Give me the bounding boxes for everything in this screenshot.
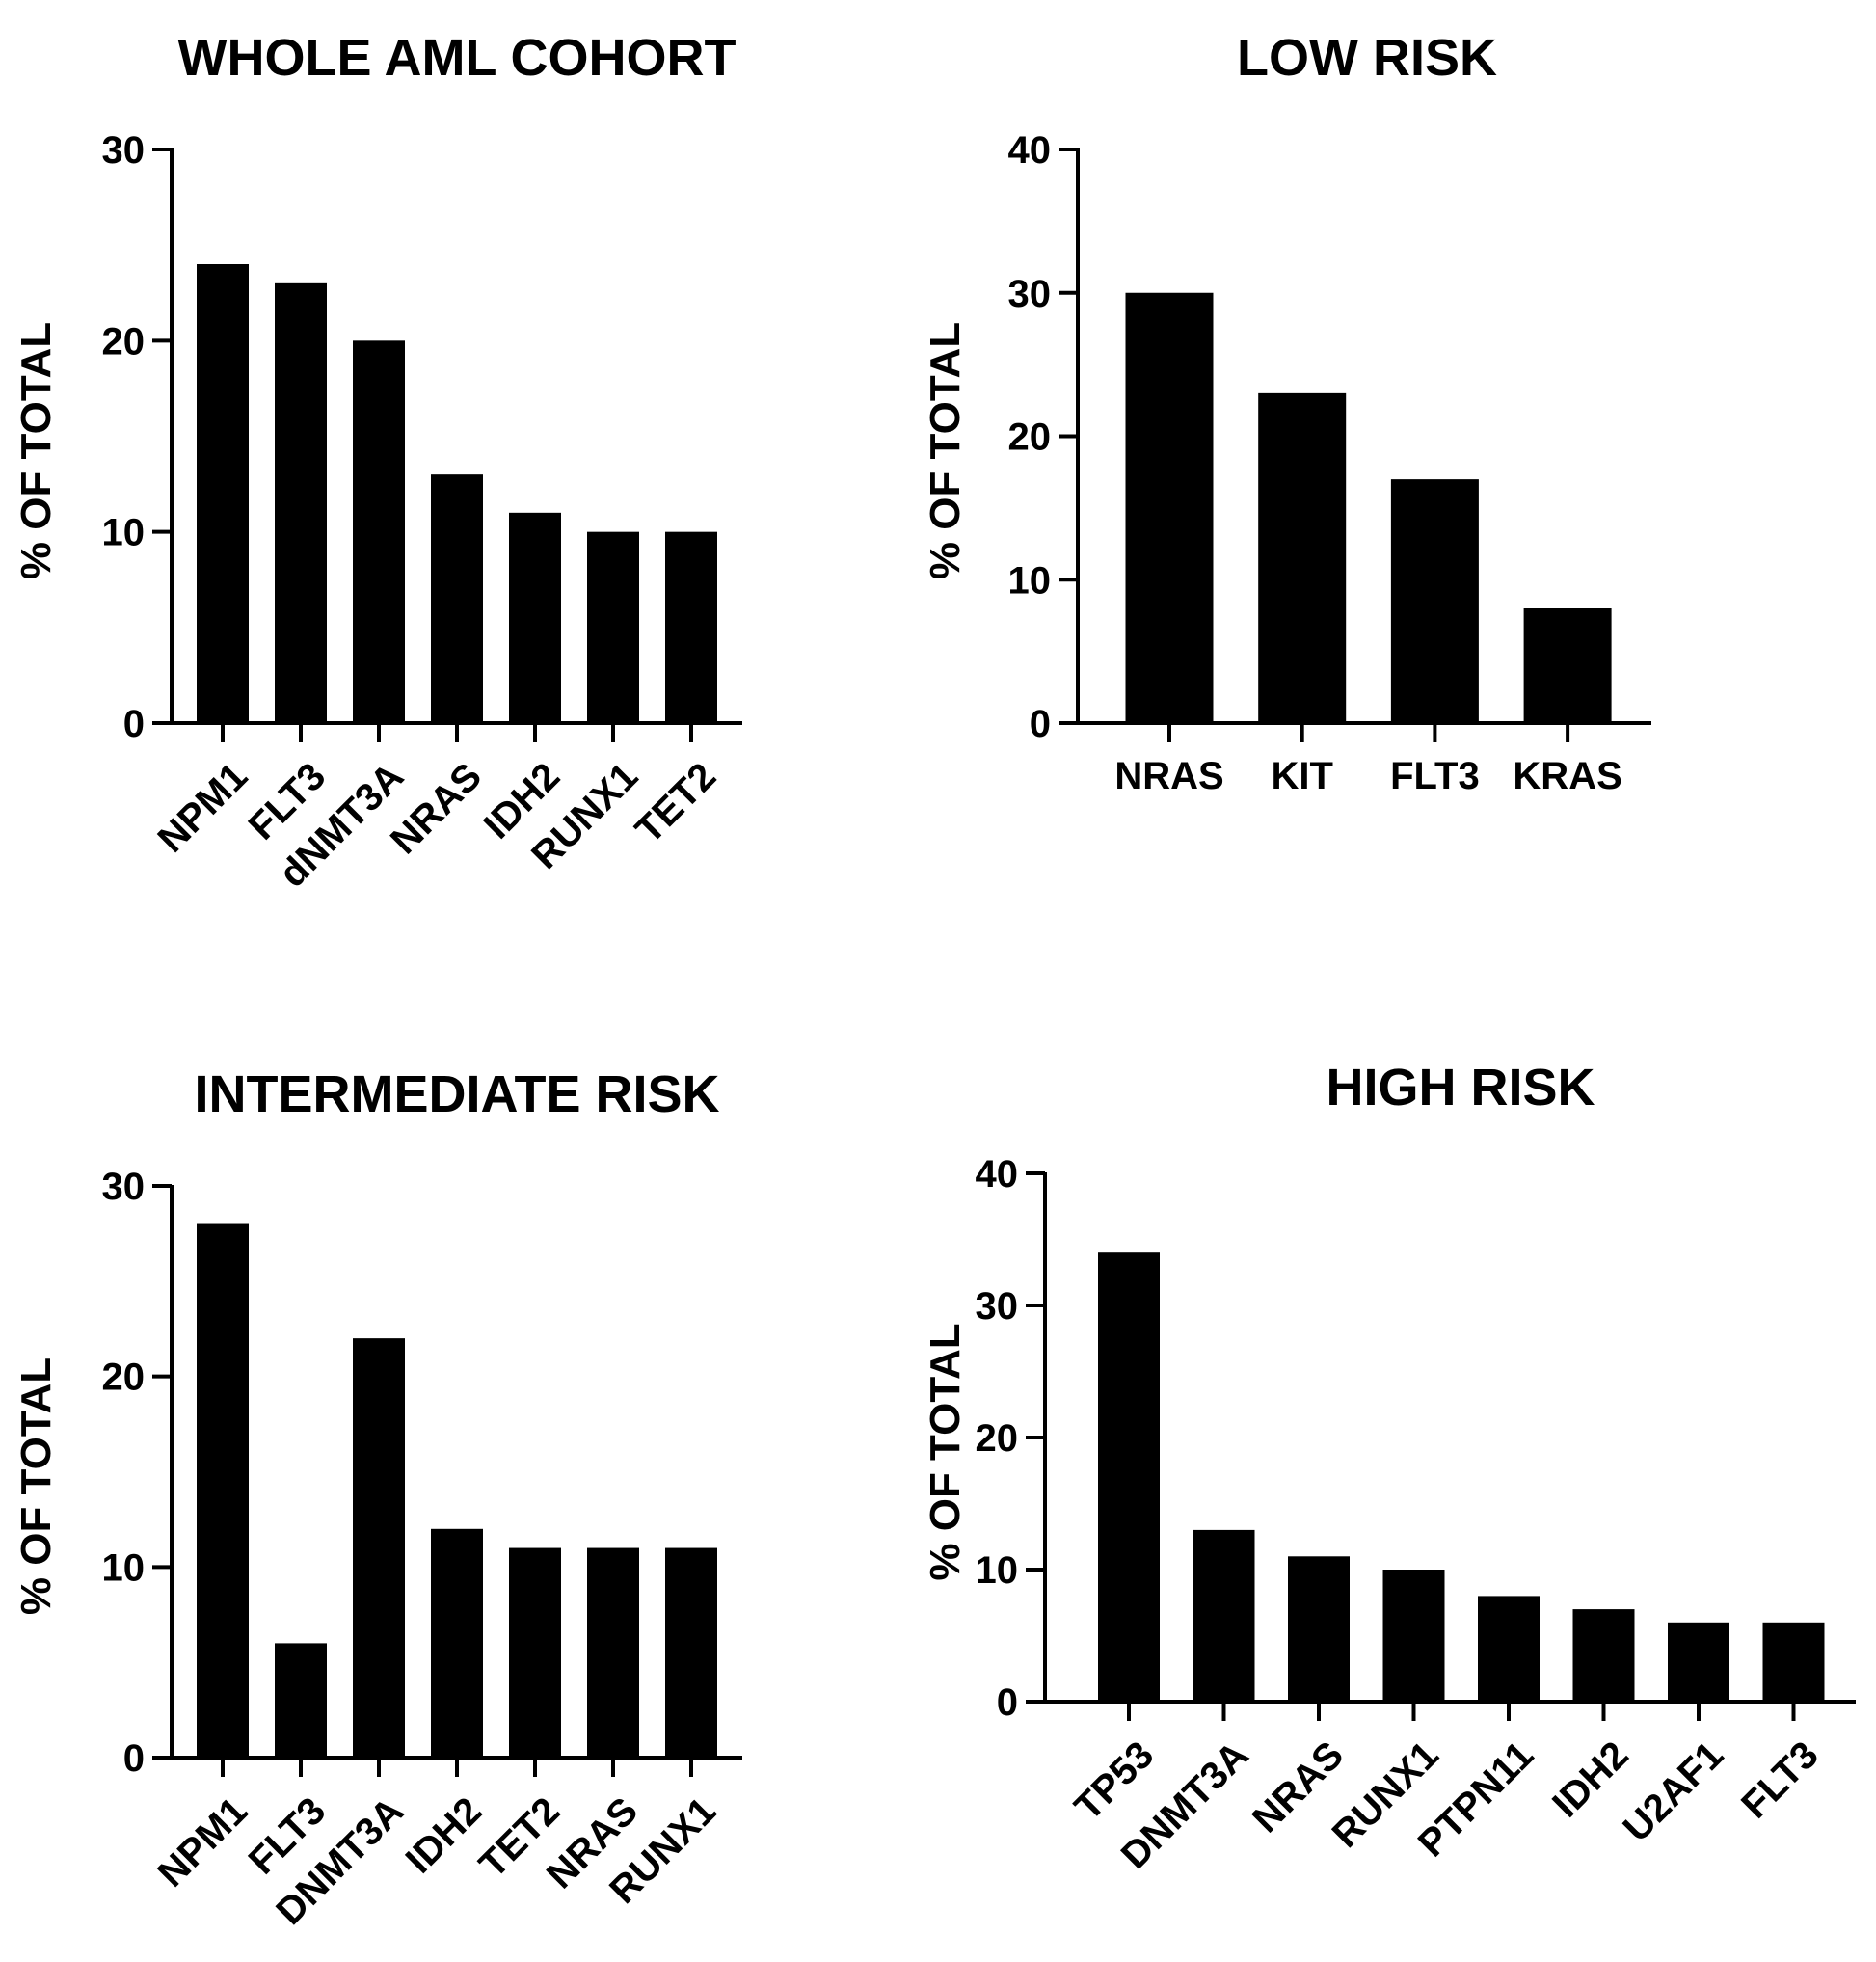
y-axis-label: % OF TOTAL [922,322,969,579]
bar [431,474,483,723]
y-tick-label: 0 [123,703,145,745]
bar [353,340,405,723]
y-axis-label: % OF TOTAL [13,1357,60,1615]
bar [1258,392,1347,723]
x-tick-label: NRAS [383,755,490,862]
panel-whole-aml-cohort: WHOLE AML COHORT% OF TOTAL0102030NPM1FLT… [13,29,742,896]
bar [509,1547,561,1758]
bar [1762,1622,1825,1702]
chart-title: WHOLE AML COHORT [178,29,737,87]
y-tick-label: 30 [976,1285,1019,1328]
y-tick-label: 30 [102,129,146,172]
bar [1523,608,1612,723]
bar [1390,479,1479,723]
bar [431,1528,483,1758]
bar [275,1643,327,1758]
bar [1288,1556,1350,1702]
y-axis-label: % OF TOTAL [922,1323,969,1580]
bar [1193,1529,1255,1702]
y-tick-label: 10 [102,1546,146,1589]
bar [1382,1570,1445,1702]
bar [665,531,717,723]
x-tick-label: TET2 [628,755,724,851]
y-tick-label: 40 [976,1153,1019,1196]
panel-intermediate-risk: INTERMEDIATE RISK% OF TOTAL0102030NPM1FL… [13,1065,742,1933]
bar [275,282,327,723]
x-tick-label: NRAS [1114,755,1223,797]
bar [1098,1252,1160,1702]
y-tick-label: 0 [123,1737,145,1780]
y-tick-label: 20 [102,1357,146,1399]
y-tick-label: 40 [1008,129,1052,172]
bar [587,531,639,723]
bar [197,1223,249,1758]
panel-low-risk: LOW RISK % OF TOTAL 0 10 20 30 40 NRAS KIT FLT3 KR… [922,29,1651,797]
y-tick-label: 10 [102,512,146,554]
y-tick-label: 10 [976,1549,1019,1592]
bar [197,264,249,723]
x-tick-label: NPM1 [149,1789,255,1895]
y-tick-label: 30 [1008,273,1052,315]
bar [665,1547,717,1758]
y-tick-label: 0 [1030,703,1051,745]
x-tick-label: FLT3 [1733,1734,1827,1827]
bar [1668,1622,1729,1702]
x-tick-label: U2AF1 [1615,1734,1731,1850]
y-tick-label: 0 [997,1681,1018,1724]
y-axis-label: % OF TOTAL [13,322,60,579]
chart-title: HIGH RISK [1326,1059,1595,1116]
x-tick-label: KRAS [1513,755,1621,797]
bar [587,1547,639,1758]
y-tick-label: 30 [102,1166,146,1208]
y-tick-label: 20 [102,320,146,363]
bar [1125,292,1214,723]
chart-title: INTERMEDIATE RISK [194,1065,719,1123]
panel-high-risk: HIGH RISK% OF TOTAL010203040TP53DNMT3ANR… [922,1059,1856,1877]
x-tick-label: NPM1 [149,755,255,861]
bar [1572,1609,1635,1702]
chart-title: LOW RISK [1237,29,1497,87]
x-tick-label: KIT [1271,755,1332,797]
y-tick-label: 20 [1008,417,1052,459]
bar [1478,1596,1540,1702]
x-tick-label: FLT3 [1390,755,1480,797]
bar [353,1338,405,1758]
y-tick-label: 20 [976,1417,1019,1460]
y-tick-label: 10 [1008,559,1052,602]
bar [509,512,561,723]
x-tick-label: IDH2 [398,1789,491,1882]
